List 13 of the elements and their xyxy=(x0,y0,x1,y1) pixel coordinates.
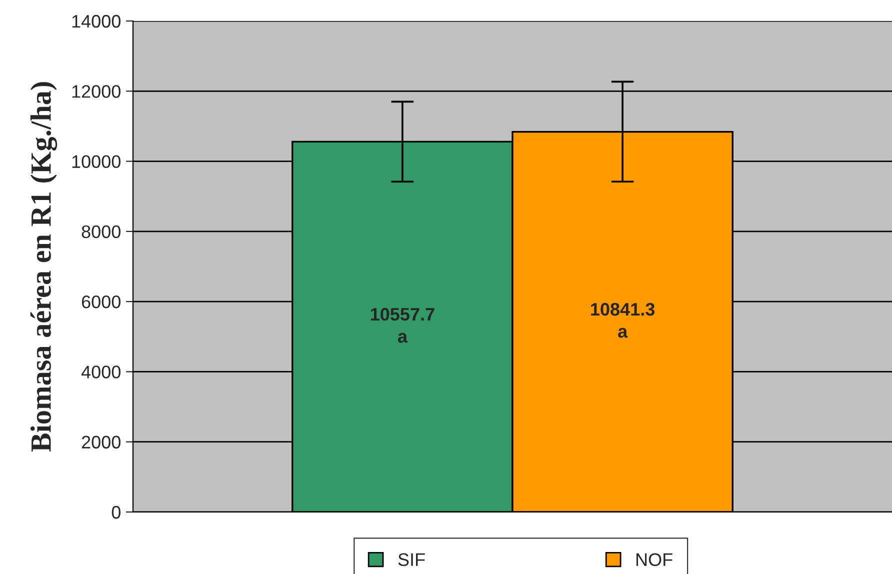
y-tick-label: 4000 xyxy=(81,366,120,378)
data-label: 10557.7 a xyxy=(370,308,434,343)
y-tick-label: 6000 xyxy=(82,296,120,308)
y-tick-label: 0 xyxy=(112,506,120,519)
y-axis-title: Biomasa aérea en R1 (Kg./ha) xyxy=(30,82,58,452)
legend-label: SIF xyxy=(398,553,425,566)
y-tick-label: 12000 xyxy=(72,85,120,98)
y-tick-label: 10000 xyxy=(72,155,120,168)
y-tick-label: 2000 xyxy=(82,436,120,449)
data-label: 10841.3 a xyxy=(591,302,655,338)
legend-label: NOF xyxy=(636,553,672,566)
y-tick-label: 8000 xyxy=(82,225,120,238)
y-tick-label: 14000 xyxy=(72,14,120,28)
